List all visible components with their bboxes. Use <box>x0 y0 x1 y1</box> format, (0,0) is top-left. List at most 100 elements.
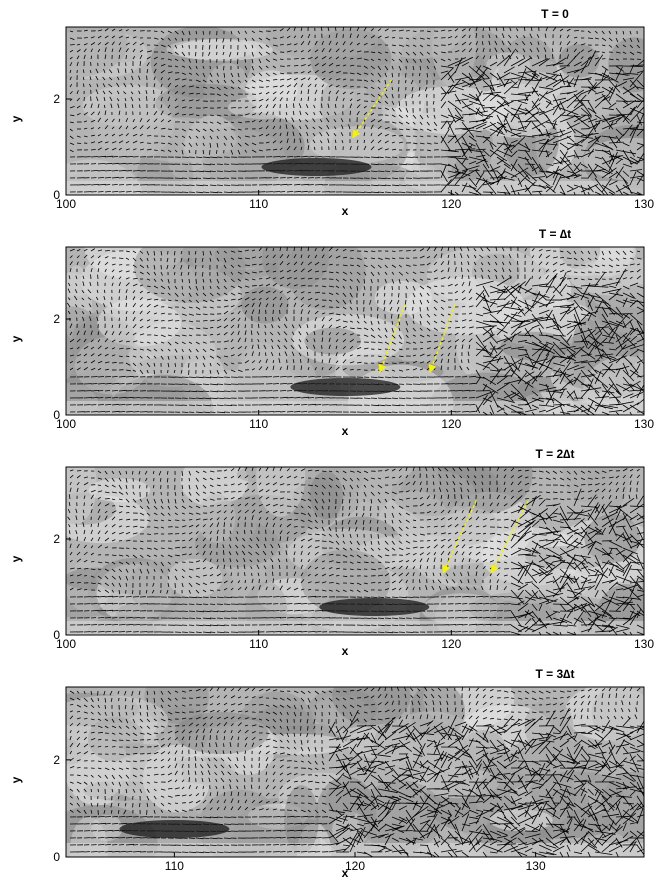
velocity-vector <box>615 135 621 143</box>
velocity-vector <box>538 163 548 178</box>
velocity-vector <box>545 249 551 252</box>
velocity-vector <box>279 579 281 584</box>
velocity-vector <box>475 334 488 352</box>
velocity-vector <box>209 285 212 289</box>
velocity-vector <box>447 276 451 280</box>
velocity-vector <box>573 257 578 261</box>
velocity-vector <box>237 149 241 155</box>
velocity-vector <box>167 90 170 95</box>
velocity-vector <box>264 338 267 343</box>
velocity-vector <box>216 93 221 96</box>
velocity-vector <box>237 330 240 336</box>
velocity-vector <box>461 397 468 399</box>
velocity-vector <box>404 299 407 305</box>
velocity-vector <box>181 51 186 57</box>
velocity-vector <box>201 257 204 262</box>
velocity-vector <box>475 65 490 79</box>
velocity-vector <box>615 72 628 76</box>
velocity-vector <box>256 537 260 542</box>
velocity-vector <box>132 302 137 308</box>
velocity-vector <box>405 341 411 344</box>
velocity-vector <box>426 44 431 47</box>
velocity-vector <box>622 297 628 308</box>
velocity-vector <box>83 112 88 116</box>
velocity-vector <box>486 247 491 252</box>
velocity-vector <box>97 496 101 500</box>
velocity-vector <box>209 484 214 487</box>
velocity-vector <box>265 358 268 364</box>
velocity-vector <box>235 551 239 556</box>
velocity-vector <box>87 297 92 301</box>
velocity-vector <box>272 270 277 273</box>
velocity-vector <box>223 404 233 406</box>
velocity-vector <box>118 35 123 39</box>
velocity-vector <box>615 344 627 357</box>
velocity-vector <box>244 149 247 153</box>
velocity-vector <box>615 334 624 350</box>
velocity-vector <box>615 411 620 415</box>
velocity-vector <box>313 104 316 109</box>
velocity-vector <box>433 277 439 280</box>
velocity-vector <box>293 156 301 158</box>
velocity-vector <box>573 65 588 74</box>
velocity-vector <box>307 177 315 179</box>
velocity-vector <box>531 397 544 403</box>
velocity-vector <box>202 65 205 69</box>
velocity-vector <box>312 133 316 137</box>
velocity-vector <box>67 508 71 514</box>
velocity-vector <box>90 411 98 413</box>
velocity-vector <box>559 306 572 308</box>
velocity-vector <box>223 278 227 283</box>
velocity-vector <box>349 338 354 343</box>
velocity-vector <box>272 85 278 88</box>
velocity-vector <box>321 89 324 95</box>
velocity-vector <box>265 303 269 308</box>
velocity-vector <box>146 69 149 74</box>
velocity-vector <box>237 474 241 479</box>
velocity-vector <box>293 565 296 570</box>
velocity-vector <box>125 316 127 322</box>
velocity-vector <box>545 275 549 280</box>
velocity-vector <box>342 313 346 316</box>
velocity-vector <box>195 163 202 165</box>
velocity-vector <box>237 324 240 329</box>
velocity-vector <box>524 299 530 309</box>
velocity-vector <box>160 355 164 360</box>
velocity-vector <box>461 274 463 280</box>
velocity-vector <box>209 566 214 570</box>
velocity-vector <box>629 292 636 300</box>
velocity-vector <box>559 277 564 280</box>
velocity-vector <box>230 331 235 336</box>
velocity-vector <box>370 156 379 159</box>
velocity-vector <box>202 477 207 481</box>
velocity-vector <box>601 411 612 415</box>
velocity-vector <box>447 283 453 287</box>
velocity-vector <box>398 100 401 106</box>
velocity-vector <box>209 184 217 186</box>
velocity-vector <box>559 257 565 259</box>
velocity-vector <box>468 65 486 80</box>
velocity-vector <box>223 257 227 263</box>
velocity-vector <box>195 505 201 509</box>
velocity-vector <box>111 156 119 158</box>
velocity-vector <box>244 324 246 329</box>
velocity-vector <box>139 271 144 275</box>
velocity-vector <box>279 511 284 514</box>
velocity-vector <box>342 285 346 289</box>
velocity-vector <box>244 297 250 301</box>
velocity-vector <box>426 256 431 259</box>
velocity-vector <box>139 505 144 510</box>
velocity-vector <box>391 397 398 399</box>
x-tick-label: 100 <box>56 417 76 431</box>
velocity-vector <box>531 119 551 130</box>
velocity-vector <box>153 30 158 32</box>
velocity-vector <box>489 327 494 336</box>
velocity-vector <box>153 568 156 573</box>
velocity-vector <box>391 285 393 290</box>
velocity-vector <box>125 518 131 521</box>
velocity-vector <box>258 37 263 41</box>
velocity-vector <box>461 184 477 189</box>
velocity-vector <box>286 90 290 95</box>
velocity-vector <box>475 93 486 113</box>
velocity-vector <box>482 27 484 32</box>
